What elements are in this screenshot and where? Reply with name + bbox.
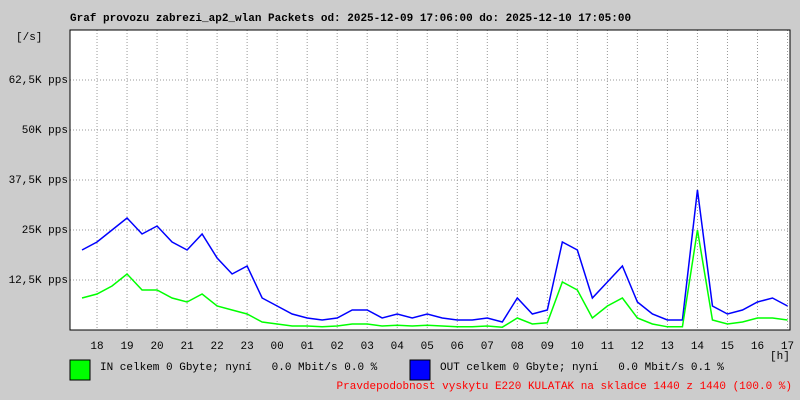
x-tick-label: 22 [211,341,224,353]
x-tick-label: 06 [451,341,464,353]
x-tick-label: 11 [601,341,615,353]
legend-label: IN celkem 0 Gbyte; nyní 0.0 Mbit/s 0.0 % [100,362,378,374]
x-tick-label: 13 [661,341,674,353]
y-tick-label: 12,5K pps [9,275,68,287]
x-tick-label: 09 [541,341,554,353]
series-line [81,229,788,328]
x-tick-label: 12 [631,341,644,353]
x-tick-label: 03 [361,341,374,353]
legend-label: OUT celkem 0 Gbyte; nyní 0.0 Mbit/s 0.1 … [440,362,724,374]
plot-frame [69,29,791,331]
x-tick-label: 17 [781,341,794,353]
x-tick-label: 16 [751,341,764,353]
y-axis-label: [/s] [16,32,42,44]
x-tick-label: 08 [511,341,524,353]
series-line [81,189,788,323]
x-tick-label: 02 [331,341,344,353]
legend-swatch [409,359,431,381]
x-tick-label: 07 [481,341,494,353]
x-tick-label: 15 [721,341,734,353]
x-tick-label: 21 [180,341,194,353]
x-tick-label: 14 [691,341,705,353]
y-tick-label: 50K pps [22,125,68,137]
legend-swatch [69,359,91,381]
x-tick-label: 10 [571,341,584,353]
x-tick-label: 04 [391,341,405,353]
x-tick-label: 05 [421,341,434,353]
footer: Pravdepodobnost vyskytu E220 KULATAK na … [337,381,792,393]
x-tick-label: 18 [90,341,103,353]
x-axis-label: [h] [770,351,790,363]
y-tick-label: 62,5K pps [9,75,68,87]
chart-title: Graf provozu zabrezi_ap2_wlan Packets od… [70,13,631,25]
y-tick-label: 25K pps [22,225,68,237]
x-tick-label: 00 [271,341,284,353]
x-tick-label: 23 [241,341,254,353]
x-tick-label: 01 [301,341,315,353]
x-tick-label: 20 [150,341,163,353]
x-tick-label: 19 [120,341,133,353]
y-tick-label: 37,5K pps [9,175,68,187]
